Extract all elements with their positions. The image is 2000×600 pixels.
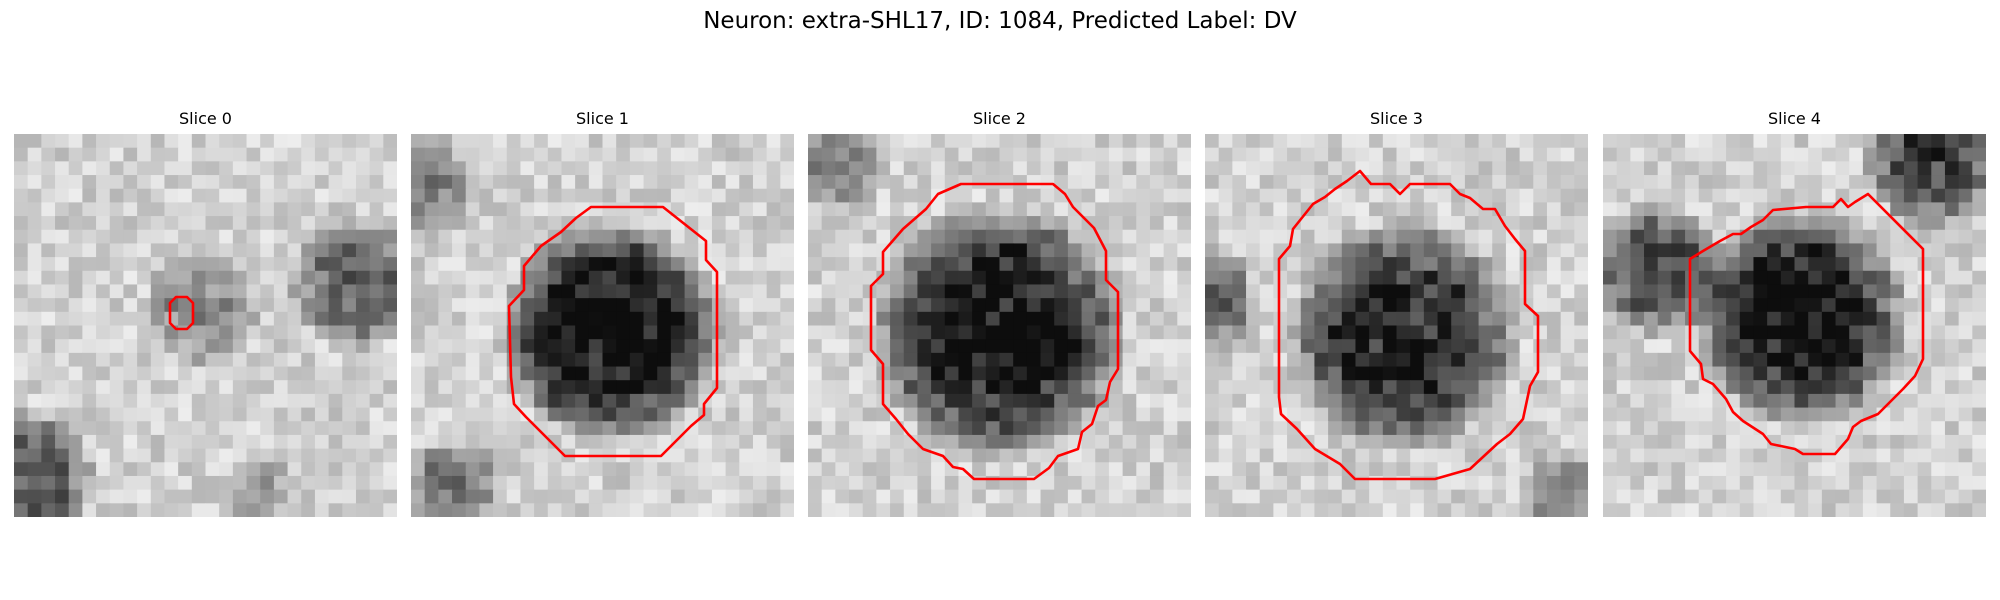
neuron-contour	[1277, 169, 1540, 481]
slice-panel-4: Slice 4	[1603, 108, 1986, 517]
slice-title: Slice 1	[576, 109, 629, 128]
microscopy-pixels	[411, 134, 794, 517]
slice-image	[1603, 134, 1986, 517]
slice-title: Slice 4	[1768, 109, 1821, 128]
slice-image	[1205, 134, 1588, 517]
slice-panel-3: Slice 3	[1205, 108, 1588, 517]
figure-title: Neuron: extra-SHL17, ID: 1084, Predicted…	[703, 8, 1297, 34]
neuron-contour	[168, 295, 195, 331]
slice-image	[411, 134, 794, 517]
neuron-contour	[869, 182, 1120, 481]
microscopy-pixels	[1603, 134, 1986, 517]
microscopy-pixels	[808, 134, 1191, 517]
slice-image	[14, 134, 397, 517]
microscopy-pixels	[1205, 134, 1588, 517]
slice-panel-2: Slice 2	[808, 108, 1191, 517]
neuron-contour	[1688, 192, 1925, 456]
slice-title: Slice 0	[179, 109, 232, 128]
neuron-contour	[507, 205, 719, 458]
microscopy-pixels	[14, 134, 397, 517]
slice-title: Slice 3	[1370, 109, 1423, 128]
slice-panel-0: Slice 0	[14, 108, 397, 517]
slice-title: Slice 2	[973, 109, 1026, 128]
slice-image	[808, 134, 1191, 517]
slice-panel-1: Slice 1	[411, 108, 794, 517]
